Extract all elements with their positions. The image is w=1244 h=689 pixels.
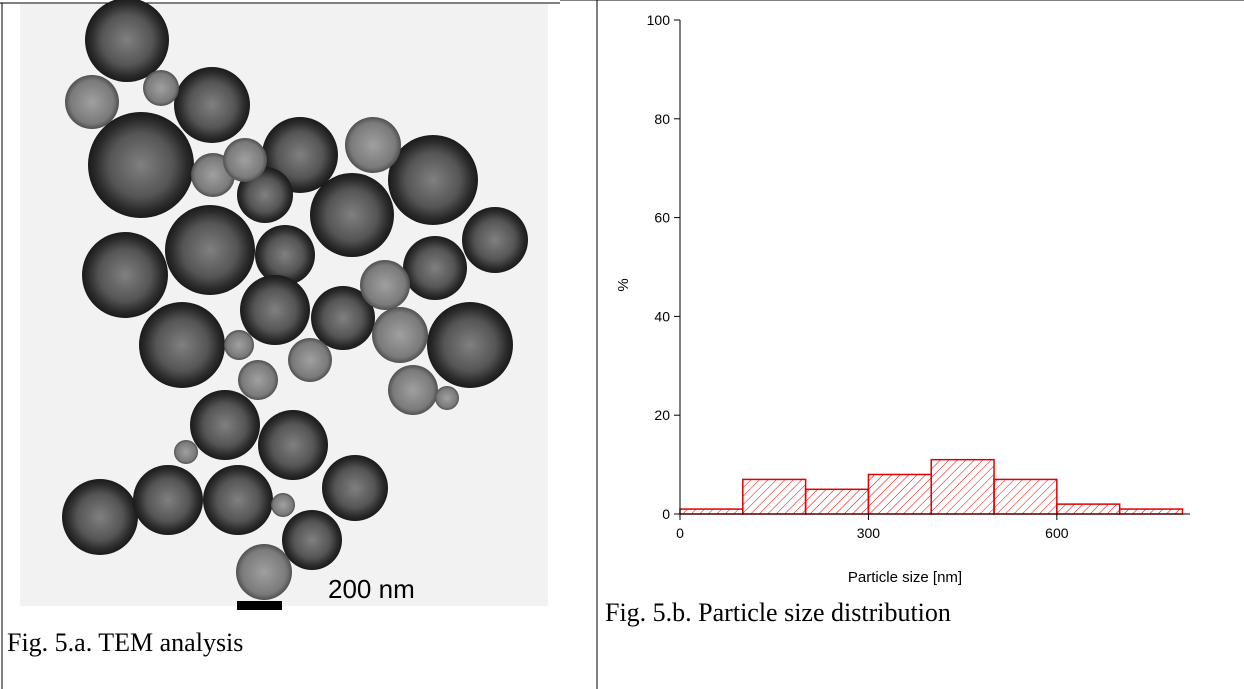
bar: [1056, 503, 1121, 515]
bar: [993, 478, 1058, 515]
caption: Fig. 5.a. TEM analysis: [7, 628, 244, 657]
bar: [804, 488, 870, 515]
chart: 0 20 40 60 80 100 0 300 600 Particle size [nm]%: [615, 12, 1190, 586]
bar: [1118, 508, 1184, 515]
x-tick-label: 0: [676, 525, 684, 541]
y-tick-label: 0: [662, 506, 670, 522]
y-tick-label: 40: [654, 308, 670, 324]
y-tick-label: 20: [654, 407, 670, 423]
bar: [679, 508, 744, 515]
bar: [930, 458, 995, 515]
bar: [742, 478, 807, 515]
tem-image: [20, 0, 548, 610]
bar: [867, 473, 932, 515]
scale-label: 200 nm: [328, 574, 415, 604]
x-tick-label: 300: [857, 525, 881, 541]
x-axis-label: Particle size [nm]: [848, 569, 962, 586]
y-axis-label: %: [615, 278, 632, 291]
caption: Fig. 5.b. Particle size distribution: [605, 598, 951, 627]
y-tick-label: 100: [647, 12, 671, 28]
x-tick-label: 600: [1045, 525, 1069, 541]
y-tick-label: 80: [654, 111, 670, 127]
y-tick-label: 60: [654, 210, 670, 226]
